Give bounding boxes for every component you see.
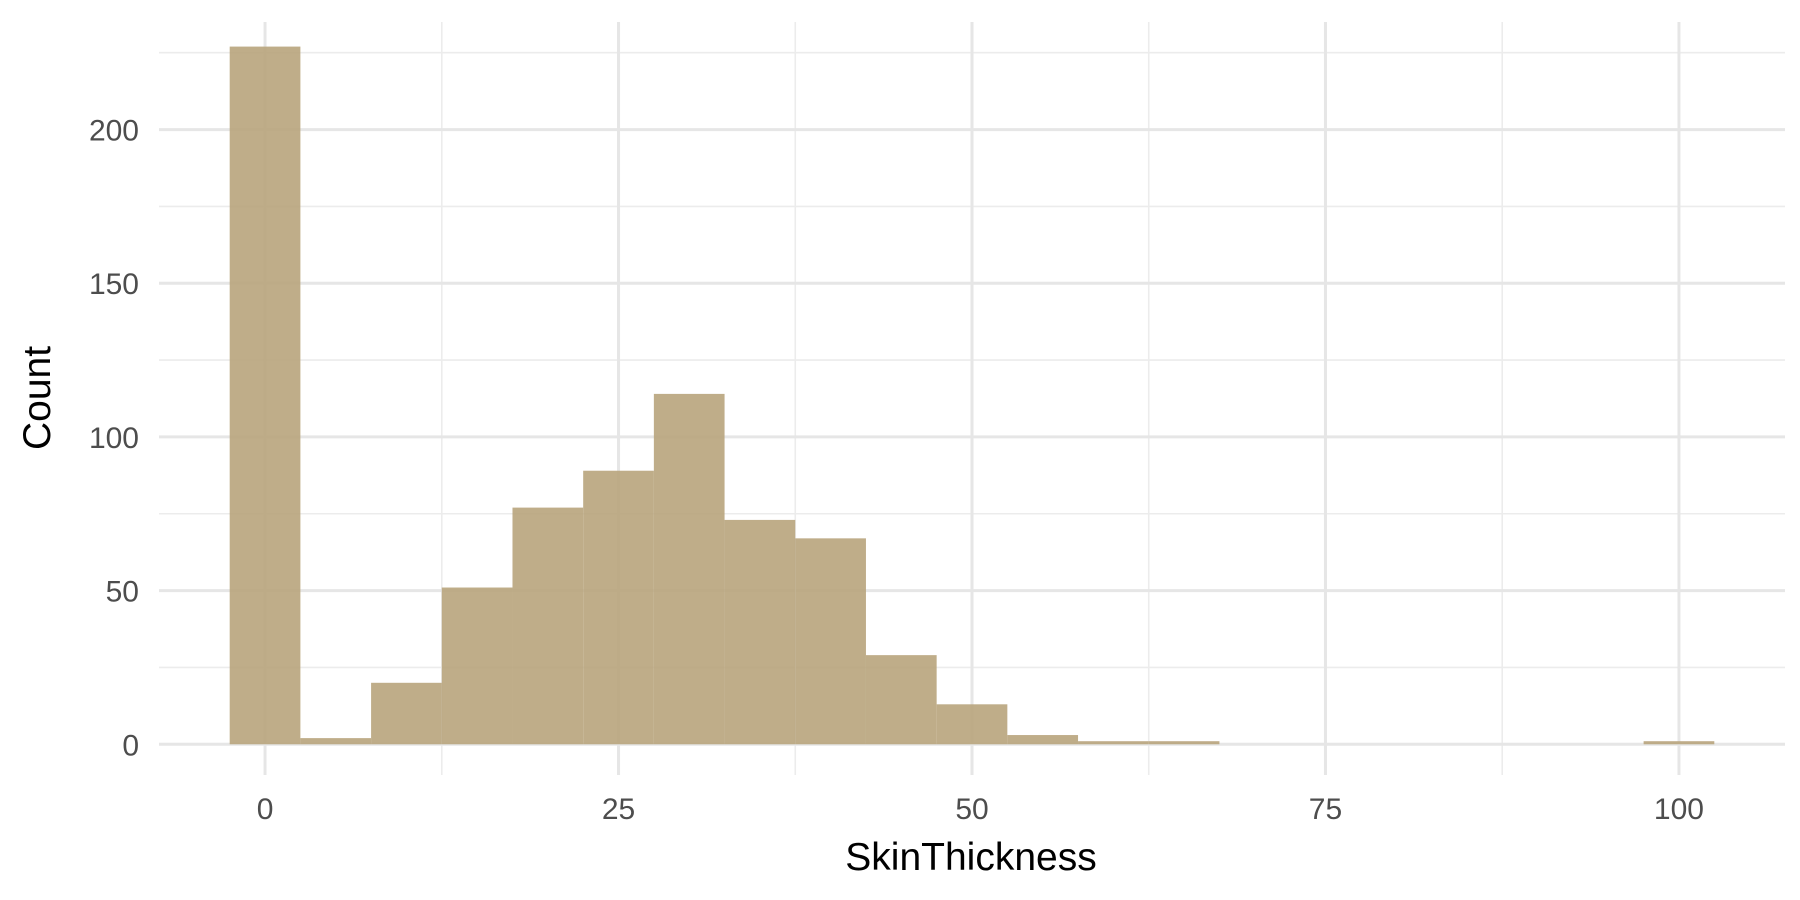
- y-tick-label: 150: [89, 268, 139, 301]
- x-tick-label: 75: [1309, 793, 1342, 826]
- histogram-bar: [1643, 741, 1715, 745]
- histogram-bar: [371, 682, 442, 745]
- y-tick-label: 50: [106, 576, 139, 609]
- histogram-bar: [441, 587, 513, 745]
- histogram-bar: [865, 655, 937, 745]
- y-tick-label: 200: [89, 115, 139, 148]
- x-tick-labels: 0 25 50 75 100: [257, 793, 1704, 826]
- histogram-bar: [1148, 741, 1220, 745]
- x-axis-title: SkinThickness: [845, 836, 1096, 879]
- histogram-bar: [795, 538, 866, 745]
- y-axis-title: Count: [16, 346, 59, 450]
- major-gridlines: [159, 22, 1785, 775]
- y-tick-labels: 0 50 100 150 200: [89, 115, 139, 763]
- histogram-bar: [1078, 741, 1149, 745]
- histogram-bar: [300, 738, 372, 745]
- histogram-bar: [724, 519, 796, 745]
- x-tick-label: 25: [602, 793, 635, 826]
- histogram-bar: [936, 704, 1008, 745]
- histogram-bar: [653, 393, 725, 745]
- x-tick-label: 100: [1654, 793, 1704, 826]
- histogram-bar: [229, 46, 301, 745]
- y-tick-label: 100: [89, 422, 139, 455]
- x-tick-label: 50: [955, 793, 988, 826]
- histogram-bars: [229, 46, 1715, 745]
- y-tick-label: 0: [122, 729, 139, 762]
- x-tick-label: 0: [257, 793, 274, 826]
- histogram-bar: [1007, 735, 1079, 745]
- histogram-bar: [512, 507, 584, 745]
- histogram-bar: [583, 470, 654, 745]
